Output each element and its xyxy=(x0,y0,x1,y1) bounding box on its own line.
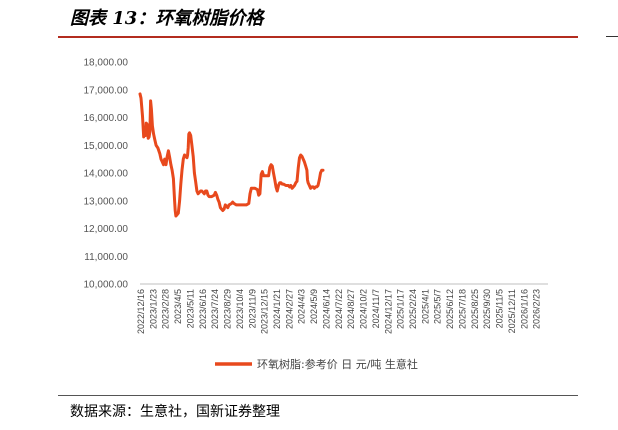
series-line xyxy=(138,92,325,218)
x-tick-label: 2025/12/11 xyxy=(507,289,517,333)
x-tick-label: 2024/12/17 xyxy=(383,289,393,334)
x-tick-label: 2024/7/22 xyxy=(334,289,344,329)
x-tick-label: 2024/5/9 xyxy=(309,289,319,324)
x-tick-label: 2024/10/2 xyxy=(359,289,369,329)
x-tick-label: 2025/7/18 xyxy=(457,289,467,329)
y-tick-label: 15,000.00 xyxy=(84,141,129,152)
x-tick-label: 2024/1/21 xyxy=(272,289,282,329)
x-tick-label: 2024/8/27 xyxy=(346,289,356,329)
x-tick-label: 2025/1/17 xyxy=(396,289,406,329)
x-tick-label: 2023/2/28 xyxy=(161,289,171,329)
title-rule xyxy=(58,36,578,38)
x-tick-label: 2024/6/14 xyxy=(321,289,331,329)
x-tick-label: 2025/9/30 xyxy=(482,289,492,329)
x-tick-label: 2023/6/16 xyxy=(198,289,208,329)
y-tick-label: 17,000.00 xyxy=(84,85,129,96)
y-tick-label: 14,000.00 xyxy=(84,169,129,180)
x-tick-label: 2023/11/9 xyxy=(247,289,257,328)
x-tick-label: 2024/11/7 xyxy=(371,289,381,328)
x-tick-label: 2023/5/11 xyxy=(185,289,195,328)
x-tick-label: 2023/1/23 xyxy=(148,289,158,329)
legend: 环氧树脂:参考价 日 元/吨 生意社 xyxy=(215,357,418,371)
y-axis: 18,000.00 17,000.00 16,000.00 15,000.00 14,0… xyxy=(84,58,129,291)
x-tick-label: 2025/8/25 xyxy=(470,289,480,329)
x-tick-label: 2026/1/16 xyxy=(519,289,529,329)
y-tick-label: 13,000.00 xyxy=(84,196,129,207)
x-tick-label: 2026/2/23 xyxy=(532,289,542,329)
x-tick-label: 2025/4/1 xyxy=(420,289,430,324)
corner-dash xyxy=(606,36,618,37)
x-tick-label: 2023/12/15 xyxy=(260,289,270,334)
x-tick-label: 2024/2/27 xyxy=(284,289,294,329)
y-tick-label: 10,000.00 xyxy=(84,280,129,291)
legend-label: 环氧树脂:参考价 日 元/吨 生意社 xyxy=(257,357,418,371)
source-note: 数据来源：生意社，国新证券整理 xyxy=(70,404,280,420)
x-tick-label: 2025/6/12 xyxy=(445,289,455,329)
source-rule xyxy=(58,395,578,396)
x-axis: 2022/12/16 2023/1/23 2023/2/28 2023/4/5 2023… xyxy=(136,283,548,334)
x-tick-label: 2025/5/7 xyxy=(433,289,443,324)
x-tick-label: 2023/7/24 xyxy=(210,289,220,329)
x-tick-label: 2023/8/29 xyxy=(223,289,233,329)
y-tick-label: 11,000.00 xyxy=(84,252,128,263)
x-tick-label: 2023/10/4 xyxy=(235,289,245,329)
x-tick-label: 2025/2/24 xyxy=(408,289,418,329)
y-tick-label: 16,000.00 xyxy=(84,113,129,124)
x-tick-label: 2025/11/5 xyxy=(495,289,505,328)
x-tick-label: 2024/4/3 xyxy=(297,289,307,324)
plot-area xyxy=(138,92,325,218)
x-tick-label: 2023/4/5 xyxy=(173,289,183,324)
x-tick-label: 2022/12/16 xyxy=(136,289,146,334)
chart-title: 图表 13：环氧树脂价格 xyxy=(70,8,264,29)
y-tick-label: 12,000.00 xyxy=(84,224,129,235)
y-tick-label: 18,000.00 xyxy=(84,58,129,69)
